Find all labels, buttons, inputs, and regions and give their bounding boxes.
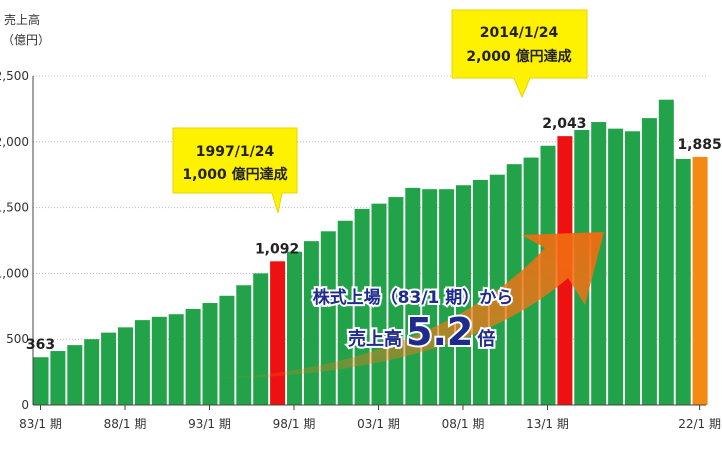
y-tick-label: 500 <box>6 332 29 346</box>
annotation-prefix: 売上高 <box>348 328 402 350</box>
x-tick-label: 03/1 期 <box>357 417 400 431</box>
bar <box>303 241 319 405</box>
bar <box>219 295 235 405</box>
x-tick-label: 93/1 期 <box>188 417 231 431</box>
x-axis-tick-labels: 83/1 期 88/1 期 93/1 期 98/1 期 03/1 期 08/1 期 13/1… <box>19 405 721 431</box>
y-tick-label: 1,500 <box>0 201 29 215</box>
bar <box>134 320 150 405</box>
value-label: 1,885 <box>677 137 721 153</box>
y-axis-tick-labels: 0 500 1,000 1,500 2,000 2,500 <box>0 69 29 412</box>
bar <box>151 316 167 405</box>
bar <box>422 189 438 405</box>
annotation-suffix: 倍 <box>477 328 495 350</box>
callout-1000-date: 1997/1/24 <box>196 144 275 160</box>
bar <box>692 156 708 405</box>
growth-arrow <box>180 232 604 379</box>
x-tick-label: 83/1 期 <box>19 417 62 431</box>
callout-2000-milestone: 2014/1/24 2,000 億円達成 <box>451 9 588 99</box>
bar <box>456 185 471 405</box>
bar <box>608 128 624 405</box>
bar <box>439 189 455 405</box>
value-label: 363 <box>26 337 55 353</box>
bar <box>287 251 302 405</box>
bar <box>320 231 336 405</box>
x-tick-label: 98/1 期 <box>273 417 316 431</box>
bar <box>236 285 252 405</box>
annotation-line2: 売上高 5.2 倍 <box>348 310 495 354</box>
x-tick-label: 22/1 期 <box>678 417 721 431</box>
bar <box>84 339 100 405</box>
callout-2000-text: 2,000 億円達成 <box>466 48 571 65</box>
bar <box>118 327 133 405</box>
annotation-multiplier: 5.2 <box>406 310 473 354</box>
value-labels: 363 1,092 2,043 1,885 <box>26 116 722 353</box>
bar <box>202 303 218 405</box>
x-tick-label: 13/1 期 <box>526 417 569 431</box>
x-tick-label: 88/1 期 <box>104 417 147 431</box>
value-label: 1,092 <box>255 241 299 257</box>
bar <box>641 118 657 405</box>
bar <box>658 99 674 406</box>
y-tick-label: 2,500 <box>0 69 29 83</box>
callout-1000-bubble <box>172 127 298 214</box>
bar <box>472 179 488 405</box>
bar <box>50 351 66 405</box>
bar <box>675 158 691 405</box>
y-tick-label: 2,000 <box>0 135 29 149</box>
y-axis-title: 売上高 <box>4 12 40 27</box>
callout-1000-text: 1,000 億円達成 <box>182 166 287 183</box>
bar <box>101 332 117 405</box>
bar <box>67 345 83 405</box>
value-label: 2,043 <box>542 116 586 132</box>
bar <box>489 174 505 405</box>
bar <box>33 357 49 405</box>
bar <box>591 122 607 405</box>
bar <box>253 273 269 405</box>
y-tick-label: 0 <box>21 398 29 412</box>
callout-2000-date: 2014/1/24 <box>480 25 559 41</box>
callout-1000-milestone: 1997/1/24 1,000 億円達成 <box>172 127 298 214</box>
bar <box>337 220 353 405</box>
callout-2000-bubble <box>451 9 588 99</box>
bar <box>270 261 286 405</box>
bar <box>625 131 640 405</box>
y-axis-unit: （億円） <box>2 33 50 47</box>
x-tick-label: 08/1 期 <box>442 417 485 431</box>
annotation-line1: 株式上場（83/1 期）から <box>313 287 514 308</box>
growth-annotation: 株式上場（83/1 期）から 売上高 5.2 倍 <box>311 285 516 356</box>
bar <box>168 314 184 405</box>
y-tick-label: 1,000 <box>0 266 29 280</box>
bar <box>185 308 201 405</box>
